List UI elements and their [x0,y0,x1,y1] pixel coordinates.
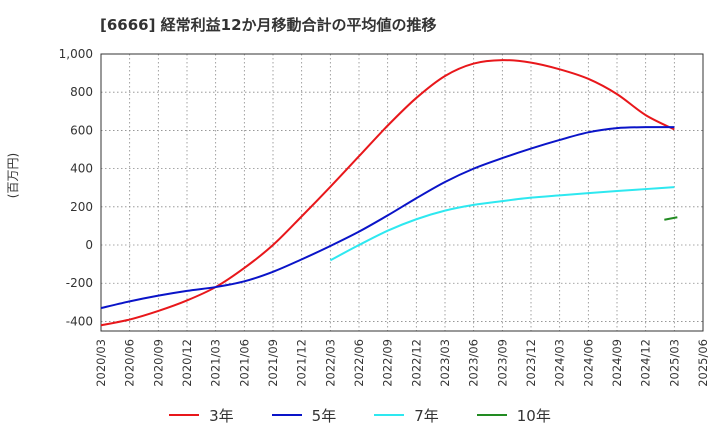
x-tick-label: 2021/12 [295,339,309,387]
legend-item: 3年 [169,405,234,426]
x-tick-label: 2023/03 [438,339,452,387]
legend-item: 5年 [271,405,337,426]
x-tick-label: 2022/12 [409,339,423,387]
legend-swatch [374,414,405,416]
y-tick-label: 200 [70,200,93,214]
series-10年-line [664,216,678,221]
x-tick-label: 2024/09 [610,339,624,387]
x-tick-label: 2023/09 [495,339,509,387]
x-tick-label: 2021/09 [266,339,280,387]
x-tick-label: 2024/06 [581,339,595,387]
series-5年-line [100,126,675,310]
x-tick-label: 2023/06 [467,339,481,387]
x-tick-label: 2020/09 [151,339,165,387]
chart-title: [6666] 経常利益12か月移動合計の平均値の推移 [100,16,437,34]
x-tick-label: 2022/03 [323,339,337,387]
x-tick-label: 2024/12 [639,339,653,387]
y-tick-label: -400 [66,314,93,328]
x-tick-label: 2025/06 [696,339,710,387]
legend-label: 5年 [311,406,337,425]
legend-item: 10年 [476,405,551,426]
plot-frame [100,53,704,332]
y-tick-label: 800 [70,85,93,99]
x-tick-label: 2021/03 [209,339,223,387]
x-tick-label: 2024/03 [553,339,567,387]
y-tick-label: 600 [70,123,93,137]
y-tick-label: 400 [70,162,93,176]
series-3年-line [100,59,675,327]
y-tick-label: 1,000 [59,47,93,61]
y-tick-label: 0 [85,238,93,252]
x-tick-label: 2023/12 [524,339,538,387]
legend-label: 3年 [209,406,234,425]
line-chart: -400 -200 0 200 400 600 800 1,000 2020/03 2020/06… [59,47,710,387]
x-tick-label: 2020/12 [180,339,194,387]
legend-item: 7年 [374,405,439,426]
legend-label: 7年 [414,406,439,425]
x-tick-label: 2025/03 [667,339,681,387]
legend: 3年 5年 7年 10年 [0,400,720,430]
x-tick-label: 2020/06 [123,339,137,387]
x-tick-label: 2022/06 [352,339,366,387]
x-tick-label: 2021/06 [237,339,251,387]
y-tick-label: -200 [66,276,93,290]
legend-swatch [169,414,200,416]
legend-swatch [476,414,507,416]
legend-label: 10年 [516,406,551,425]
series-7年-line [329,186,675,262]
x-tick-label: 2022/09 [381,339,395,387]
legend-swatch [271,414,302,416]
x-tick-label: 2020/03 [94,339,108,387]
